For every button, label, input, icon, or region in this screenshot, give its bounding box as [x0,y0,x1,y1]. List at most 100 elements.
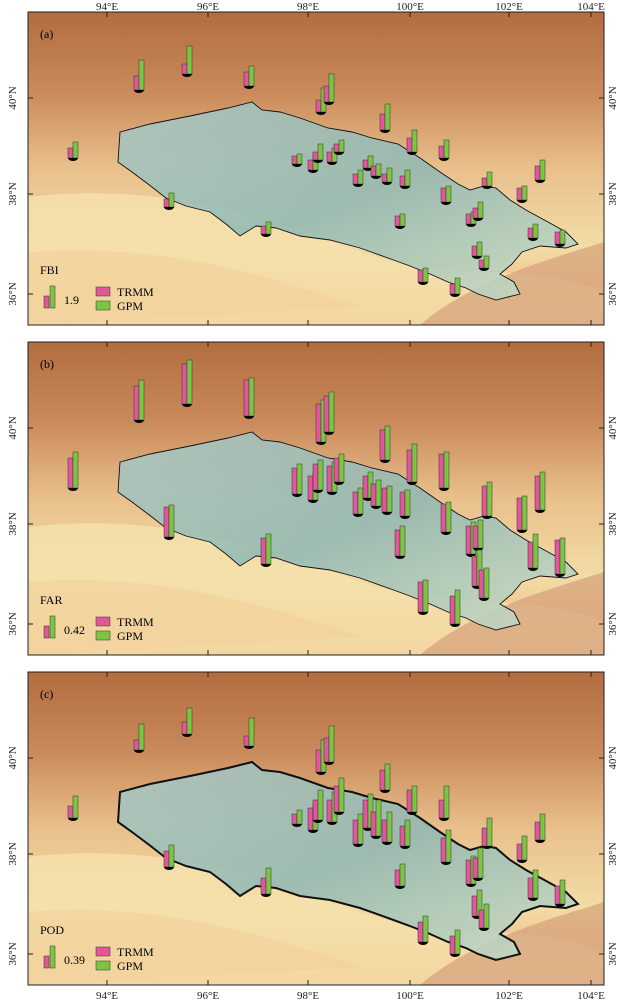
station-marker [324,102,334,105]
y-tick-label-right: 40°N [607,86,619,109]
gpm-bar [443,139,450,159]
trmm-bar [291,155,298,165]
gpm-bar [483,255,490,269]
trmm-bar [471,245,478,257]
legend-swatch-trmm [95,946,111,957]
trmm-bar [481,177,488,187]
gpm-bar [411,443,418,483]
y-tick-label-left: 40°N [7,416,19,439]
station-marker [482,846,492,849]
station-marker [313,490,323,493]
gpm-bar [168,844,175,868]
gpm-bar [521,495,528,531]
trmm-bar [291,467,298,495]
x-tick-label: 94°E [96,1,118,13]
y-tick-label-left: 40°N [7,86,19,109]
station-marker [261,564,271,567]
gpm-bar [357,813,364,845]
station-marker [400,186,410,189]
gpm-bar [265,867,272,895]
station-marker [535,510,545,513]
station-marker [182,74,192,77]
gpm-bar [404,489,411,517]
x-tick-label: 98°E [297,990,319,1000]
trmm-bar [323,395,330,433]
desert-area [28,580,360,655]
station-marker [441,532,451,535]
gpm-bar [399,863,406,887]
legend-label-trmm: TRMM [117,615,154,629]
legend-swatch-gpm [95,960,111,971]
trmm-bar [449,283,456,295]
trmm-bar [379,429,386,461]
basin-area [118,762,578,960]
x-tick-label: 94°E [96,990,118,1000]
gpm-bar [532,223,539,239]
station-marker [439,158,449,161]
trmm-bar [534,821,541,841]
station-marker [327,822,337,825]
gpm-bar [422,579,429,613]
station-marker [371,506,381,509]
station-marker [407,152,417,155]
gpm-bar [521,185,528,201]
trmm-bar [478,569,485,599]
trmm-bar [440,187,447,203]
gpm-bar [559,229,566,245]
trmm-bar [472,525,479,549]
station-marker [450,624,460,627]
station-marker [555,244,565,247]
station-marker [371,176,381,179]
gpm-bar [486,817,493,847]
station-marker [292,824,302,827]
legend-ref-gpm [49,285,56,309]
trmm-bar [417,269,424,283]
trmm-bar [352,819,359,845]
reference-value: 0.39 [64,953,85,967]
gpm-bar [186,707,193,735]
gpm-bar [384,763,391,791]
gpm-bar [186,45,193,75]
trmm-bar [406,449,413,483]
trmm-bar [440,503,447,533]
trmm-bar [312,463,319,491]
station-marker [316,772,326,775]
trmm-bar [465,525,472,555]
station-marker [308,500,318,503]
gpm-bar [411,785,418,813]
station-marker [517,200,527,203]
x-tick-label: 102°E [495,990,523,1000]
trmm-bar [534,475,541,511]
legend-label-trmm: TRMM [117,945,154,959]
trmm-bar [516,187,523,201]
station-marker [182,404,192,407]
trmm-bar [362,159,369,169]
y-tick-label-left: 36°N [7,942,19,965]
trmm-bar [534,165,541,181]
trmm-bar [326,465,333,493]
x-tick-label: 96°E [197,990,219,1000]
trmm-bar [399,491,406,517]
x-tick-label: 96°E [197,1,219,13]
y-tick-label-left: 38°N [7,512,19,535]
y-tick-label-left: 38°N [7,842,19,865]
trmm-bar [133,75,140,91]
station-marker [134,90,144,93]
trmm-bar [417,581,424,613]
station-marker [380,460,390,463]
x-tick-label: 98°E [297,1,319,13]
gpm-bar [532,869,539,899]
gpm-bar [386,811,393,843]
gpm-bar [483,567,490,599]
y-tick-label-left: 36°N [7,612,19,635]
basin-area [118,432,578,630]
trmm-bar [67,457,74,489]
station-marker [400,846,410,849]
station-marker [473,878,483,881]
legend-ref-trmm [43,295,50,309]
station-marker [395,226,405,229]
station-marker [450,294,460,297]
trmm-bar [478,909,485,929]
trmm-bar [554,539,561,575]
station-marker [535,180,545,183]
